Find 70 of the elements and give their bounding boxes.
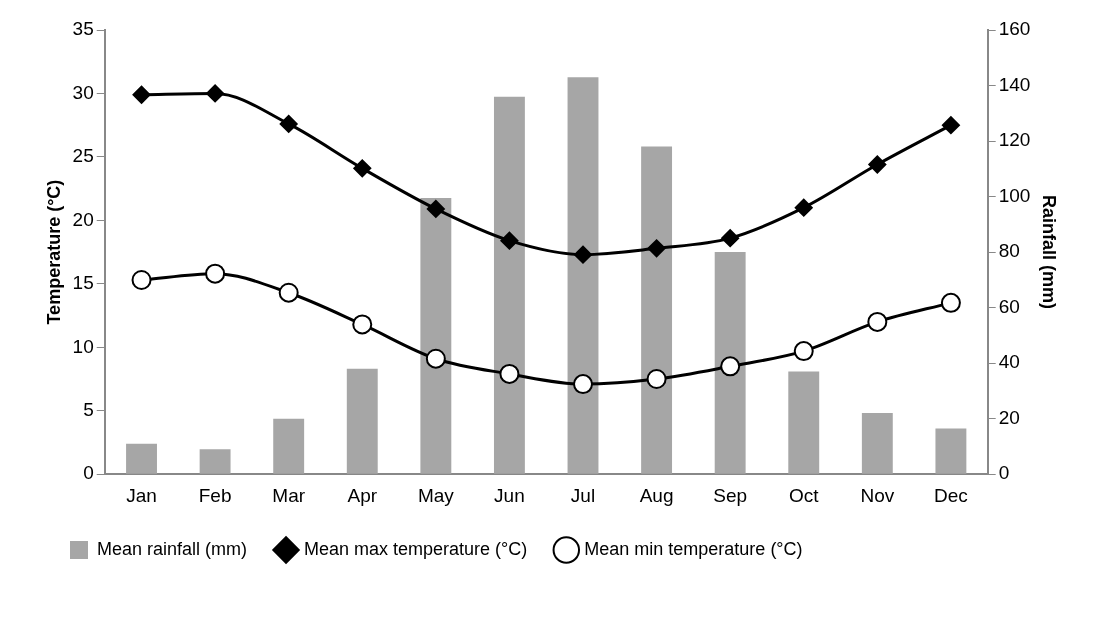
y2-tick-label: 140	[998, 73, 1031, 95]
y2-tick-label: 40	[998, 351, 1020, 373]
bar	[420, 197, 452, 474]
x-tick-label: Nov	[860, 484, 895, 506]
point	[352, 314, 373, 335]
bar	[199, 449, 231, 474]
point	[720, 356, 741, 377]
y-tick-label: 10	[72, 335, 94, 357]
x-tick-label: Dec	[934, 484, 968, 506]
legend-label: Mean max temperature (°C)	[304, 538, 528, 559]
x-tick-label: May	[417, 484, 455, 506]
bar	[493, 96, 525, 474]
x-tick-label: Jul	[570, 484, 596, 506]
point	[647, 239, 666, 258]
x-tick-label: Jun	[494, 484, 525, 506]
x-tick-label: Sep	[713, 484, 748, 506]
point	[794, 198, 813, 217]
y2-tick-label: 160	[998, 18, 1031, 40]
point	[868, 155, 887, 174]
point	[793, 341, 814, 362]
x-tick-label: Oct	[788, 484, 820, 506]
y-tick-label: 15	[72, 272, 94, 294]
point	[206, 84, 225, 103]
point	[940, 292, 961, 313]
bar	[126, 443, 157, 474]
point	[499, 363, 520, 384]
y2-tick-label: 20	[998, 406, 1020, 428]
x-tick-label: Feb	[198, 484, 232, 506]
y2-tick-label: 0	[998, 462, 1010, 484]
y-axis-title: Temperature (°C)	[43, 179, 64, 325]
point	[279, 114, 298, 133]
x-tick-label: Aug	[639, 484, 674, 506]
bar	[935, 428, 967, 474]
point	[426, 199, 445, 218]
y2-tick-label: 60	[998, 295, 1020, 317]
point	[205, 263, 226, 284]
point	[573, 374, 594, 395]
y-tick-label: 30	[72, 81, 94, 103]
point	[132, 85, 151, 104]
y-tick-label: 25	[72, 145, 94, 167]
point	[278, 282, 299, 303]
legend-label: Mean min temperature (°C)	[584, 538, 803, 559]
x-tick-label: Apr	[347, 484, 378, 506]
point	[867, 311, 888, 332]
y-tick-label: 5	[83, 398, 94, 420]
bar	[641, 146, 673, 474]
y2-tick-label: 120	[998, 129, 1031, 151]
y-tick-label: 35	[72, 18, 94, 40]
point	[941, 116, 960, 135]
y2-axis-title: Rainfall (mm)	[1039, 195, 1060, 310]
point	[500, 231, 519, 250]
y-tick-label: 20	[72, 208, 94, 230]
point	[131, 270, 152, 291]
bar	[273, 418, 305, 474]
bar	[788, 371, 820, 474]
point	[646, 369, 667, 390]
bar	[861, 413, 893, 474]
point	[353, 159, 372, 178]
y2-tick-label: 80	[998, 240, 1020, 262]
bar	[346, 368, 378, 474]
x-tick-label: Mar	[272, 484, 306, 506]
legend-label: Mean rainfall (mm)	[97, 538, 248, 559]
point	[721, 229, 740, 248]
bar	[567, 77, 599, 474]
y-tick-label: 0	[83, 462, 94, 484]
y2-tick-label: 100	[998, 184, 1031, 206]
point	[425, 348, 446, 369]
point	[574, 245, 593, 264]
x-tick-label: Jan	[126, 484, 157, 506]
bar	[714, 252, 746, 474]
